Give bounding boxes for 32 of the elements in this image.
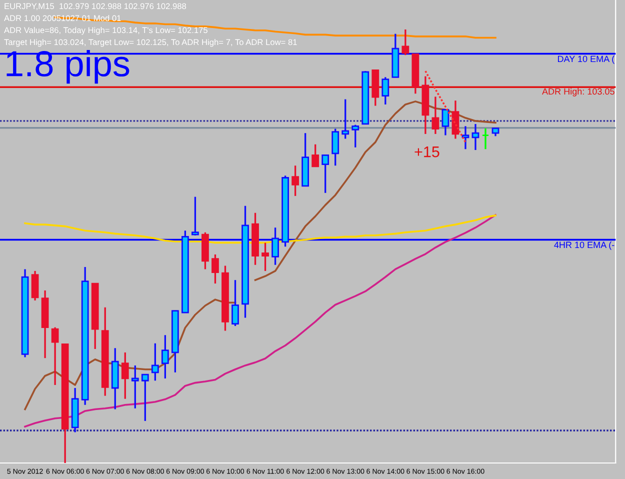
candlestick: [382, 76, 390, 106]
candlestick: [272, 226, 279, 266]
candlestick: [121, 352, 129, 400]
candlestick: [442, 108, 450, 136]
candlestick: [292, 164, 299, 197]
candlestick: [161, 334, 169, 380]
candlestick: [31, 270, 39, 302]
text: EURJPY,M15 102.979 102.988 102.976 102.988: [4, 3, 186, 10]
candlestick: [482, 127, 490, 150]
ref-line-label: 4HR 10 EMA (-: [554, 241, 614, 250]
text: ADR High: 103.05: [542, 88, 614, 96]
candlestick: [141, 374, 149, 422]
annotation: Target High= 103.024, Target Low= 102.125, To ADR High= 7, To ADR Low= 81: [4, 39, 297, 47]
annotation: ADR Value=86, Today High= 103.14, T's Low= 102.175: [4, 27, 208, 35]
candlestick: [192, 196, 199, 236]
candlestick: [342, 98, 350, 140]
candlestick: [262, 242, 269, 272]
candlestick: [312, 144, 320, 168]
candlestick: [352, 124, 360, 148]
candlestick: [232, 279, 239, 327]
candlestick: [432, 96, 440, 135]
candlestick: [151, 342, 159, 382]
candlestick: [212, 254, 219, 284]
candlestick: [462, 125, 470, 150]
candlestick: [131, 364, 139, 410]
annotation: +15: [414, 146, 440, 158]
candlestick: [402, 28, 410, 56]
candlestick: [322, 154, 330, 194]
ref-line-label: DAY 10 EMA (: [558, 55, 615, 64]
candlestick: [472, 123, 480, 151]
candlestick: [332, 128, 340, 166]
candlestick: [51, 326, 59, 386]
